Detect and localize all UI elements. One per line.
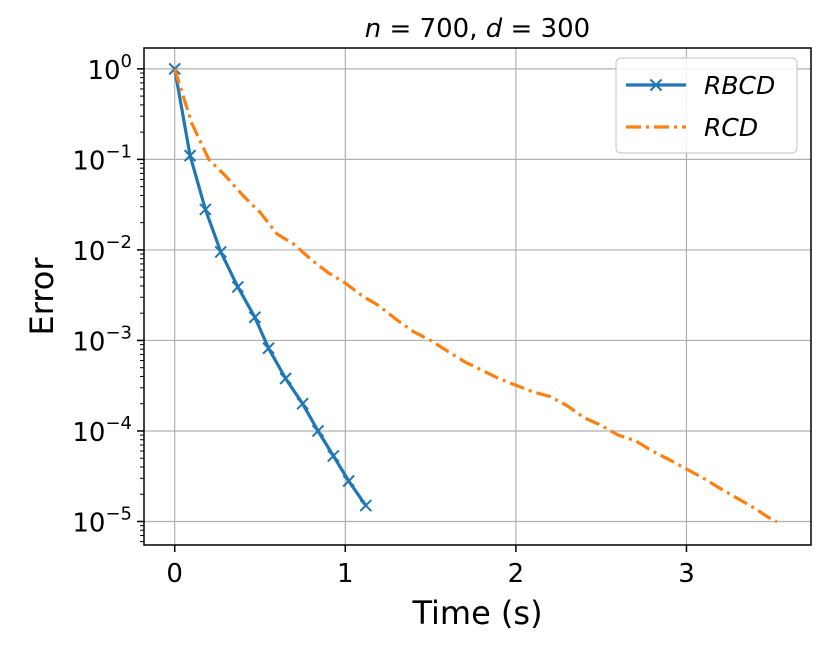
- marker-stroke: [342, 474, 355, 488]
- data-point-rbcd: [296, 397, 309, 410]
- data-point-rbcd: [262, 342, 275, 355]
- marker-stroke: [214, 245, 227, 259]
- legend-box: [615, 57, 798, 154]
- marker-stroke: [262, 342, 275, 355]
- legend-entry-rcd: RCD: [626, 113, 758, 142]
- data-point-rbcd: [327, 449, 340, 463]
- data-point-rbcd: [342, 474, 355, 488]
- marker-stroke: [183, 149, 197, 162]
- x-tick-label: 2: [508, 559, 525, 589]
- grid-lines: [144, 48, 811, 545]
- y-tick-label: 10−5: [72, 503, 132, 538]
- series-layer: [168, 62, 778, 523]
- x-tick-label: 0: [166, 559, 183, 589]
- x-axis-ticks: 0 1 2 3: [166, 545, 695, 589]
- data-point-rbcd: [279, 372, 292, 385]
- x-tick-label: 1: [337, 559, 354, 589]
- marker-stroke: [327, 449, 340, 463]
- series-line-rcd: [173, 68, 778, 523]
- data-point-rbcd: [214, 245, 227, 259]
- x-tick-label: 3: [678, 559, 695, 589]
- data-point-rbcd: [199, 203, 212, 216]
- data-point-rbcd: [311, 424, 325, 438]
- data-point-rbcd: [183, 149, 197, 162]
- y-axis-ticks: 100 10−1 10−2 10−3 10−4 10−5: [72, 51, 144, 543]
- chart-title: n = 700, d = 300: [365, 14, 590, 44]
- legend-label: RCD: [704, 113, 758, 142]
- series-line-rbcd: [173, 68, 368, 507]
- y-tick-label: 10−3: [72, 322, 132, 357]
- marker-stroke: [199, 203, 212, 216]
- marker-stroke: [279, 372, 292, 385]
- x-axis-label: Time (s): [411, 594, 542, 632]
- marker-stroke: [231, 280, 245, 294]
- y-axis-label: Error: [23, 257, 61, 336]
- data-point-rbcd: [248, 311, 262, 324]
- plot-frame: [143, 47, 812, 546]
- y-tick-label: 10−1: [72, 141, 132, 176]
- legend-marker: [649, 78, 663, 92]
- marker-stroke: [311, 424, 325, 438]
- y-tick-label: 10−2: [72, 232, 132, 267]
- data-point-rbcd: [168, 62, 181, 76]
- y-tick-label: 10−4: [72, 413, 132, 448]
- legend-entry-rbcd: RBCD: [626, 71, 775, 100]
- legend: RBCD RCD: [615, 57, 798, 154]
- marker-stroke: [359, 499, 372, 512]
- marker-stroke: [248, 311, 262, 324]
- y-tick-label: 100: [87, 51, 132, 86]
- data-point-rbcd: [231, 280, 245, 294]
- marker-stroke: [168, 62, 181, 76]
- marker-stroke: [296, 397, 309, 410]
- legend-label: RBCD: [704, 71, 775, 100]
- data-point-rbcd: [359, 499, 372, 512]
